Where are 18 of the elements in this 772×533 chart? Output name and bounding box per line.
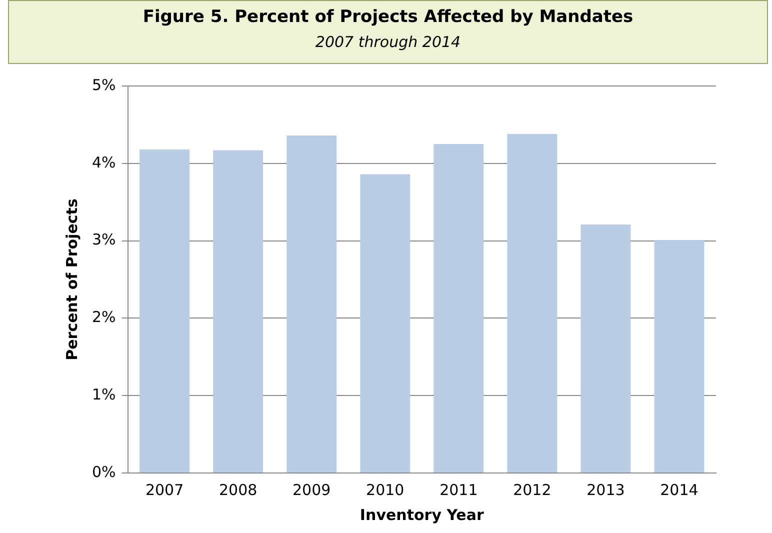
y-tick-label: 1% <box>92 385 116 404</box>
y-tick-label: 2% <box>92 308 116 326</box>
y-tick-label: 3% <box>92 230 116 249</box>
x-tick-label: 2007 <box>145 480 184 499</box>
chart-subtitle: 2007 through 2014 <box>314 33 462 51</box>
y-axis-title: Percent of Projects <box>62 198 81 360</box>
y-tick-label: 4% <box>92 153 116 172</box>
y-tick-label: 5% <box>92 76 116 94</box>
x-tick-label: 2013 <box>586 480 625 499</box>
y-tick-label: 0% <box>92 462 116 481</box>
x-tick-label: 2014 <box>660 480 698 499</box>
x-tick-label: 2011 <box>440 480 478 499</box>
x-tick-label: 2009 <box>292 480 331 499</box>
x-tick-label: 2008 <box>218 480 258 499</box>
x-tick-label: 2012 <box>513 480 552 499</box>
chart-title: Figure 5. Percent of Projects Affected by Mandates <box>142 7 634 27</box>
x-axis-title: Inventory Year <box>360 506 484 524</box>
x-tick-label: 2010 <box>366 480 404 499</box>
